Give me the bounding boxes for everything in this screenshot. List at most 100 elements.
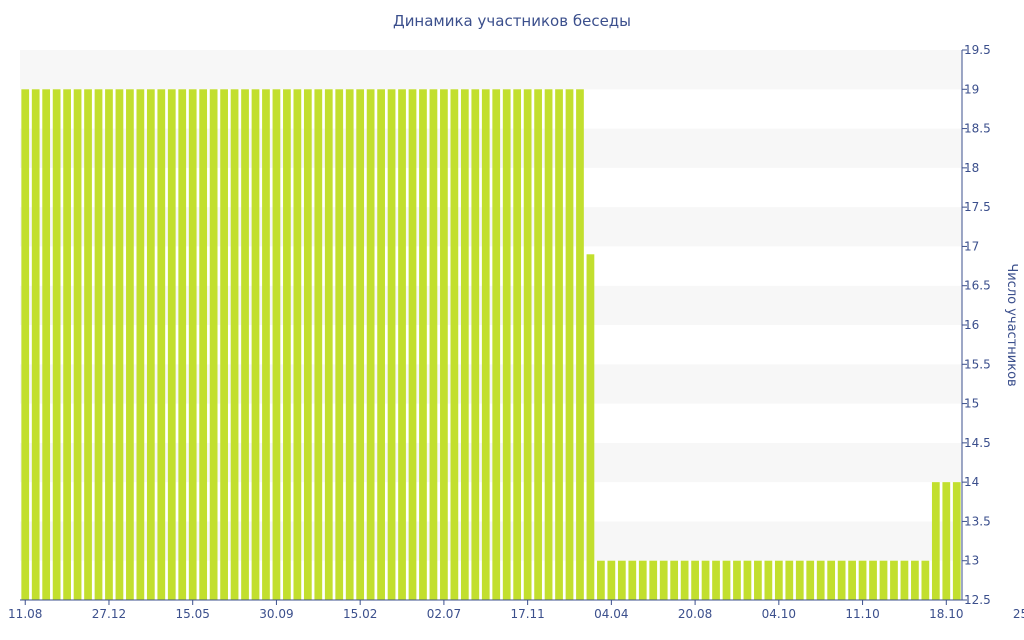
bar[interactable] <box>293 89 302 600</box>
bar[interactable] <box>262 89 270 600</box>
bar[interactable] <box>230 89 239 600</box>
bar[interactable] <box>178 89 187 600</box>
x-axis-ticks: 11.08 27.12 15.05 30.09 15.02 02.07 17.11 04.04… <box>8 600 1024 621</box>
bar[interactable] <box>733 560 741 600</box>
bar[interactable] <box>52 89 61 600</box>
bar[interactable] <box>806 560 815 600</box>
bar[interactable] <box>931 482 940 600</box>
bar[interactable] <box>220 89 228 600</box>
bar[interactable] <box>283 89 291 600</box>
bar[interactable] <box>335 89 344 600</box>
bar[interactable] <box>534 89 542 600</box>
bar[interactable] <box>398 89 406 600</box>
bar[interactable] <box>31 89 40 600</box>
bar[interactable] <box>576 89 584 600</box>
bar[interactable] <box>785 560 794 600</box>
bar[interactable] <box>136 89 145 600</box>
bar[interactable] <box>115 89 124 600</box>
bar[interactable] <box>628 560 637 600</box>
bar[interactable] <box>241 89 249 600</box>
bar[interactable] <box>272 89 281 600</box>
bar[interactable] <box>890 560 898 600</box>
bar[interactable] <box>617 560 626 600</box>
bar[interactable] <box>649 560 658 600</box>
y-tick-label: 14 <box>964 475 979 489</box>
bar[interactable] <box>869 560 877 600</box>
bar[interactable] <box>827 560 836 600</box>
bar[interactable] <box>146 89 155 600</box>
grid-band <box>20 325 962 365</box>
bar[interactable] <box>754 560 762 600</box>
bar[interactable] <box>471 89 480 600</box>
bar[interactable] <box>188 89 197 600</box>
bar[interactable] <box>523 89 532 600</box>
bar[interactable] <box>324 89 333 600</box>
grid-band <box>20 364 962 404</box>
bar[interactable] <box>597 560 605 600</box>
bar[interactable] <box>774 560 783 600</box>
bar[interactable] <box>408 89 417 600</box>
bar[interactable] <box>42 89 51 600</box>
bar[interactable] <box>440 89 448 600</box>
bar[interactable] <box>126 89 134 600</box>
bar[interactable] <box>942 482 951 600</box>
bar[interactable] <box>722 560 731 600</box>
bar[interactable] <box>858 560 867 600</box>
bar[interactable] <box>743 560 752 600</box>
bar[interactable] <box>345 89 354 600</box>
bar[interactable] <box>303 89 312 600</box>
bar[interactable] <box>251 89 260 600</box>
bar[interactable] <box>691 560 699 600</box>
bar[interactable] <box>879 560 888 600</box>
bar[interactable] <box>94 89 103 600</box>
bar[interactable] <box>764 560 773 600</box>
bar[interactable] <box>167 89 176 600</box>
bar[interactable] <box>848 560 856 600</box>
bar[interactable] <box>607 560 616 600</box>
y-tick-label: 15 <box>964 397 979 411</box>
grid-bands <box>20 50 962 600</box>
bar[interactable] <box>314 89 323 600</box>
bar[interactable] <box>816 560 825 600</box>
bar[interactable] <box>460 89 469 600</box>
bar[interactable] <box>513 89 522 600</box>
bar[interactable] <box>157 89 166 600</box>
bar[interactable] <box>429 89 438 600</box>
bar[interactable] <box>450 89 459 600</box>
bar[interactable] <box>419 89 427 600</box>
y-tick-label: 13.5 <box>964 514 991 528</box>
bar[interactable] <box>565 89 574 600</box>
bar[interactable] <box>952 482 961 600</box>
bar[interactable] <box>900 560 909 600</box>
bar[interactable] <box>356 89 365 600</box>
bar[interactable] <box>544 89 553 600</box>
bar[interactable] <box>837 560 846 600</box>
bar[interactable] <box>680 560 689 600</box>
grid-band <box>20 521 962 561</box>
bar[interactable] <box>492 89 501 600</box>
bar[interactable] <box>73 89 82 600</box>
bar[interactable] <box>638 560 647 600</box>
bar[interactable] <box>795 560 804 600</box>
bar[interactable] <box>481 89 490 600</box>
bar[interactable] <box>21 89 30 600</box>
y-tick-label: 17 <box>964 239 979 253</box>
bar[interactable] <box>670 560 679 600</box>
bar[interactable] <box>387 89 396 600</box>
bar[interactable] <box>921 560 930 600</box>
bar[interactable] <box>911 560 919 600</box>
bar[interactable] <box>199 89 208 600</box>
bar[interactable] <box>712 560 720 600</box>
bar[interactable] <box>105 89 113 600</box>
bar[interactable] <box>63 89 71 600</box>
bar[interactable] <box>366 89 375 600</box>
bar[interactable] <box>701 560 710 600</box>
bar[interactable] <box>209 89 218 600</box>
bar[interactable] <box>659 560 668 600</box>
y-axis-title: Число участников <box>1004 263 1019 386</box>
bar[interactable] <box>555 89 563 600</box>
bar[interactable] <box>502 89 511 600</box>
bar[interactable] <box>377 89 385 600</box>
bar[interactable] <box>586 254 595 601</box>
bar[interactable] <box>84 89 92 600</box>
